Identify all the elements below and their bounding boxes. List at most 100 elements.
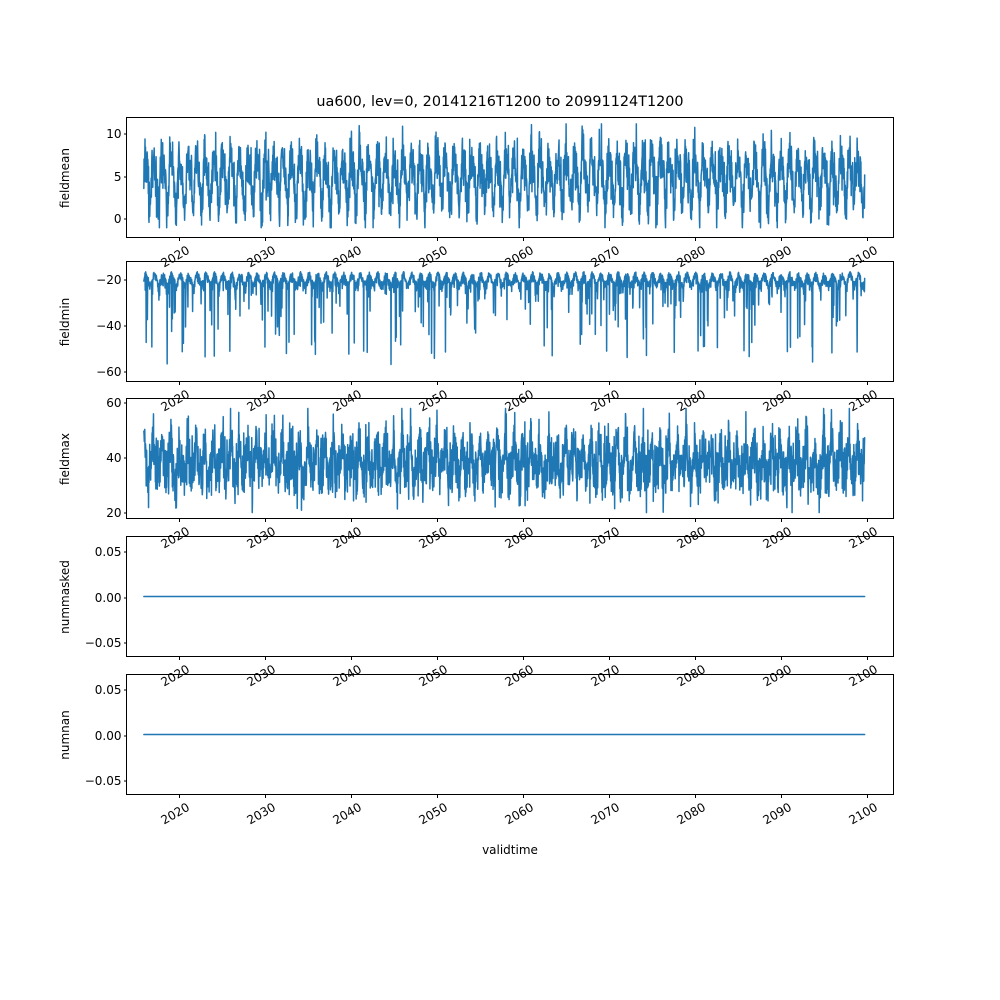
x-tick-mark <box>609 381 611 385</box>
x-tick-label: 2020 <box>158 800 192 828</box>
subplot-fieldmax: fieldmax 20 40 60 2020 2030 2040 2050 2060 2070 20… <box>58 396 894 551</box>
y-axis-label-nummasked: nummasked <box>58 559 72 634</box>
y-tick-mark <box>123 402 127 404</box>
x-tick-mark <box>523 237 525 241</box>
x-tick-mark <box>264 656 266 660</box>
y-tick-mark <box>123 218 127 220</box>
plot-area-fieldmean <box>127 118 893 237</box>
y-axis-label-fieldmean: fieldmean <box>58 147 72 208</box>
y-tick-mark <box>123 689 127 691</box>
subplot-numnan: numnan 0.05 0.00 −0.05 2020 2030 2040 2050 2060 2… <box>58 674 894 827</box>
x-tick-mark <box>867 237 869 241</box>
x-tick-mark <box>867 381 869 385</box>
series-line-fieldmin <box>127 262 893 381</box>
x-tick-mark <box>264 518 266 522</box>
x-tick-mark <box>695 794 697 798</box>
x-tick-mark <box>178 794 180 798</box>
x-tick-label: 2040 <box>330 800 364 828</box>
x-tick-mark <box>609 518 611 522</box>
y-tick-mark <box>123 279 127 281</box>
x-tick-mark <box>695 518 697 522</box>
figure-title: ua600, lev=0, 20141216T1200 to 20991124T… <box>316 94 684 110</box>
subplot-fieldmean: fieldmean 0 5 10 2020 2030 2040 2050 2060 2070 208… <box>58 117 894 270</box>
x-tick-mark <box>609 656 611 660</box>
y-tick-label: 40 <box>106 451 122 466</box>
y-tick-mark <box>123 325 127 327</box>
x-tick-label: 2080 <box>674 800 709 828</box>
subplot-nummasked: nummasked 0.05 0.00 −0.05 2020 2030 2040 2050 20… <box>58 536 894 689</box>
x-tick-mark <box>436 381 438 385</box>
y-tick-label: 20 <box>106 506 122 521</box>
y-tick-mark <box>123 642 127 644</box>
x-tick-mark <box>781 518 783 522</box>
x-tick-label: 2100 <box>846 800 881 828</box>
x-tick-label: 2090 <box>760 800 795 828</box>
plot-area-fieldmin <box>127 262 893 381</box>
y-tick-label: 60 <box>106 396 122 411</box>
x-tick-mark <box>178 518 180 522</box>
x-tick-mark <box>350 656 352 660</box>
x-tick-label: 2070 <box>588 800 623 828</box>
x-tick-mark <box>178 381 180 385</box>
plot-area-numnan <box>127 675 893 794</box>
series-line-numnan <box>127 675 893 794</box>
y-tick-mark <box>123 597 127 598</box>
plot-area-fieldmax <box>127 399 893 518</box>
y-axis-label-numnan: numnan <box>58 709 72 760</box>
x-tick-mark <box>609 794 611 798</box>
x-tick-mark <box>867 794 869 798</box>
x-tick-mark <box>523 794 525 798</box>
y-tick-mark <box>123 551 127 553</box>
x-tick-mark <box>523 656 525 660</box>
x-tick-mark <box>781 794 783 798</box>
y-tick-mark <box>123 371 127 373</box>
x-tick-mark <box>178 237 180 241</box>
x-tick-mark <box>264 794 266 798</box>
y-tick-label: 0.05 <box>94 682 122 697</box>
x-tick-mark <box>350 794 352 798</box>
series-line-nummasked <box>127 537 893 656</box>
y-tick-label: 0.00 <box>94 590 122 605</box>
y-tick-label: −40 <box>96 318 122 333</box>
series-line-fieldmax <box>127 399 893 518</box>
x-tick-mark <box>350 518 352 522</box>
y-tick-mark <box>123 457 127 459</box>
x-tick-mark <box>867 656 869 660</box>
y-tick-label: 5 <box>113 169 122 184</box>
y-tick-label: −20 <box>96 273 122 288</box>
subplot-fieldmin: fieldmin −20 −40 −60 2020 2030 2040 2050 2060 207… <box>58 261 894 414</box>
x-tick-label: 2030 <box>244 800 278 828</box>
x-tick-mark <box>436 794 438 798</box>
x-tick-label: 2060 <box>502 800 537 828</box>
y-tick-mark <box>123 735 127 736</box>
x-tick-mark <box>436 237 438 241</box>
x-tick-mark <box>523 518 525 522</box>
y-tick-mark <box>123 133 127 135</box>
plot-area-nummasked <box>127 537 893 656</box>
y-tick-mark <box>123 780 127 782</box>
x-tick-mark <box>609 237 611 241</box>
x-tick-mark <box>781 656 783 660</box>
x-tick-mark <box>781 237 783 241</box>
y-axis-label-fieldmax: fieldmax <box>58 432 72 485</box>
x-tick-mark <box>264 381 266 385</box>
y-tick-label: −0.05 <box>84 636 122 651</box>
y-tick-label: 0.00 <box>94 728 122 743</box>
y-tick-label: 10 <box>106 127 122 142</box>
x-tick-mark <box>350 237 352 241</box>
y-tick-label: −0.05 <box>84 774 122 789</box>
x-axis-label: validtime <box>482 843 538 857</box>
x-tick-mark <box>436 518 438 522</box>
x-tick-mark <box>350 381 352 385</box>
x-tick-mark <box>436 656 438 660</box>
y-tick-mark <box>123 512 127 514</box>
x-tick-mark <box>867 518 869 522</box>
x-tick-mark <box>264 237 266 241</box>
y-axis-label-fieldmin: fieldmin <box>58 297 72 346</box>
y-tick-label: 0.05 <box>94 544 122 559</box>
x-tick-mark <box>523 381 525 385</box>
x-tick-mark <box>178 656 180 660</box>
y-tick-label: −60 <box>96 364 122 379</box>
x-tick-mark <box>695 237 697 241</box>
